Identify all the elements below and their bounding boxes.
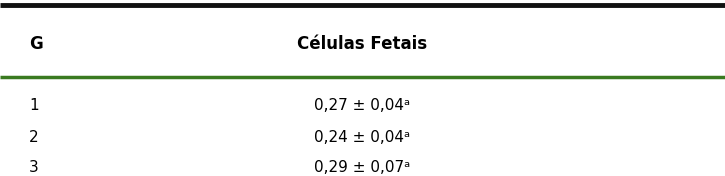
Text: Células Fetais: Células Fetais	[297, 35, 428, 53]
Text: G: G	[29, 35, 43, 53]
Text: 3: 3	[29, 160, 38, 175]
Text: 0,29 ± 0,07ᵃ: 0,29 ± 0,07ᵃ	[315, 160, 410, 175]
Text: 0,27 ± 0,04ᵃ: 0,27 ± 0,04ᵃ	[315, 98, 410, 113]
Text: 0,24 ± 0,04ᵃ: 0,24 ± 0,04ᵃ	[315, 130, 410, 145]
Text: 2: 2	[29, 130, 38, 145]
Text: 1: 1	[29, 98, 38, 113]
